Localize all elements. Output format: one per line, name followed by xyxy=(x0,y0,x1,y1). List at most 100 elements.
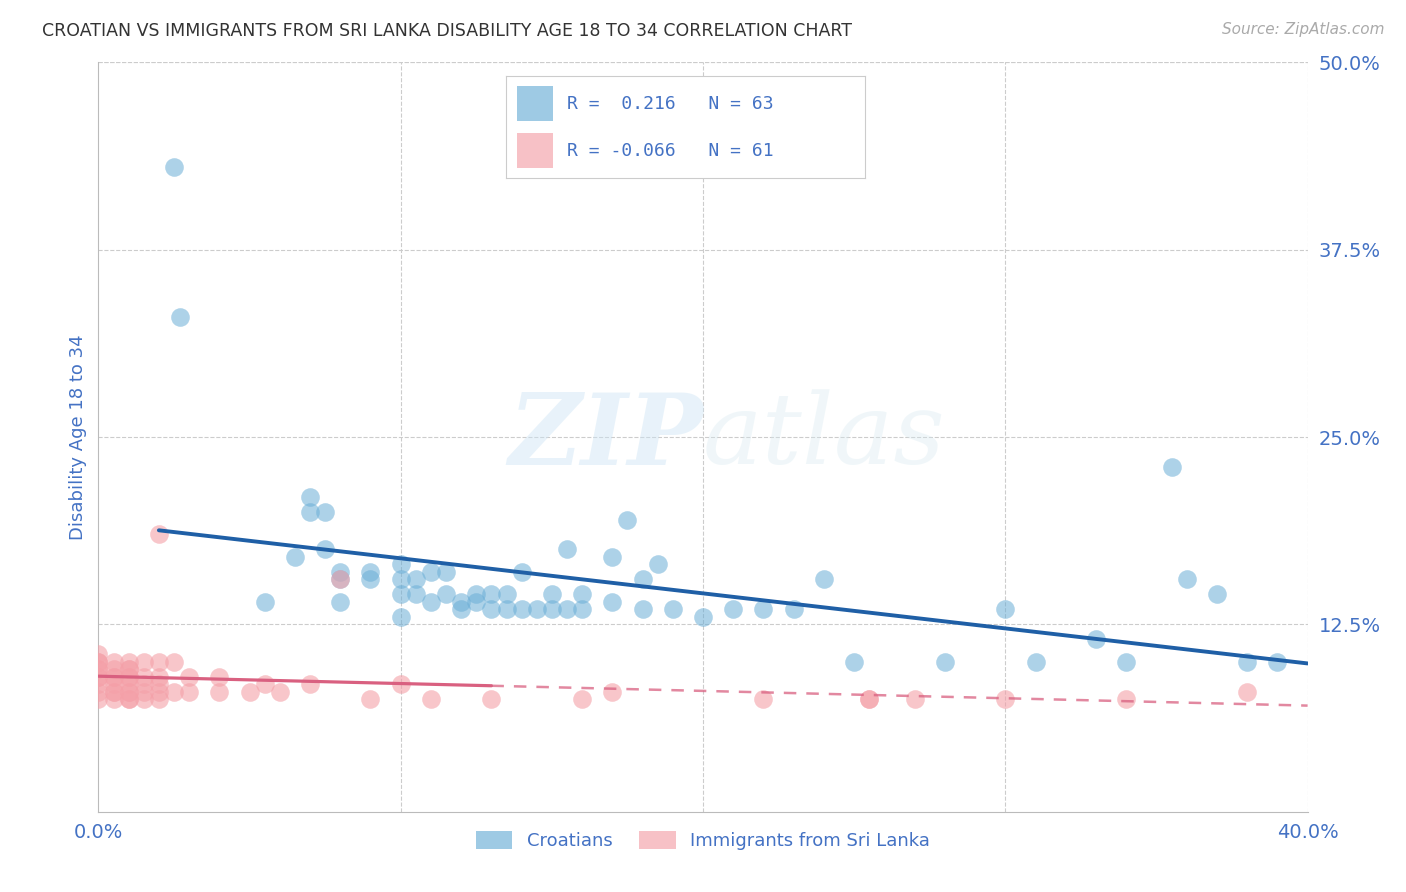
Point xyxy=(132,692,155,706)
Point xyxy=(844,655,866,669)
Point xyxy=(87,655,110,669)
Point xyxy=(465,595,488,609)
Point xyxy=(87,655,110,669)
Text: R =  0.216   N = 63: R = 0.216 N = 63 xyxy=(567,95,773,112)
Point xyxy=(571,587,593,601)
Point xyxy=(148,670,170,684)
Point xyxy=(299,490,322,504)
Point xyxy=(858,692,880,706)
Text: atlas: atlas xyxy=(703,390,946,484)
Point xyxy=(314,505,336,519)
Point xyxy=(329,565,352,579)
Point xyxy=(1115,655,1137,669)
Point xyxy=(994,692,1017,706)
Point xyxy=(434,587,457,601)
Y-axis label: Disability Age 18 to 34: Disability Age 18 to 34 xyxy=(69,334,87,540)
Point xyxy=(450,602,472,616)
Point xyxy=(148,527,170,541)
Point xyxy=(571,692,593,706)
Point xyxy=(1206,587,1229,601)
Point xyxy=(783,602,806,616)
Point xyxy=(179,670,201,684)
Point xyxy=(103,670,125,684)
Point xyxy=(571,602,593,616)
Point xyxy=(103,677,125,691)
Point xyxy=(389,610,412,624)
Point xyxy=(540,587,562,601)
Point xyxy=(1024,655,1046,669)
Legend: Croatians, Immigrants from Sri Lanka: Croatians, Immigrants from Sri Lanka xyxy=(467,822,939,859)
Point xyxy=(420,565,443,579)
Point xyxy=(602,549,624,564)
Bar xyxy=(517,133,553,168)
Point xyxy=(329,573,352,587)
Point xyxy=(465,587,488,601)
Point xyxy=(103,655,125,669)
Point xyxy=(148,692,170,706)
Point xyxy=(132,685,155,699)
Point xyxy=(389,677,412,691)
Point xyxy=(1115,692,1137,706)
Point xyxy=(602,595,624,609)
Point xyxy=(420,595,443,609)
Point xyxy=(420,692,443,706)
Text: R = -0.066   N = 61: R = -0.066 N = 61 xyxy=(567,142,773,160)
Point xyxy=(631,573,654,587)
Point xyxy=(118,692,141,706)
Point xyxy=(118,670,141,684)
Point xyxy=(555,542,578,557)
Point xyxy=(540,602,562,616)
Point xyxy=(179,685,201,699)
Point xyxy=(752,692,775,706)
Point xyxy=(118,662,141,676)
Point xyxy=(329,595,352,609)
Point xyxy=(692,610,714,624)
Point xyxy=(405,587,427,601)
Point xyxy=(253,595,276,609)
Point xyxy=(602,685,624,699)
Point xyxy=(208,670,231,684)
Point xyxy=(118,662,141,676)
Point xyxy=(495,587,517,601)
Point xyxy=(103,685,125,699)
Point xyxy=(208,685,231,699)
Point xyxy=(360,692,382,706)
Point xyxy=(148,655,170,669)
Point xyxy=(163,655,186,669)
Point xyxy=(118,655,141,669)
Point xyxy=(752,602,775,616)
Point xyxy=(450,595,472,609)
Point xyxy=(813,573,835,587)
Point xyxy=(1267,655,1289,669)
Point xyxy=(994,602,1017,616)
Point xyxy=(284,549,307,564)
Point xyxy=(1160,460,1182,475)
Point xyxy=(118,685,141,699)
Point xyxy=(389,558,412,572)
Point xyxy=(555,602,578,616)
Point xyxy=(169,310,191,325)
Point xyxy=(269,685,291,699)
Point xyxy=(1085,632,1108,647)
Point xyxy=(631,602,654,616)
Point xyxy=(118,685,141,699)
Text: Source: ZipAtlas.com: Source: ZipAtlas.com xyxy=(1222,22,1385,37)
Point xyxy=(329,573,352,587)
Point xyxy=(103,685,125,699)
Point xyxy=(481,692,503,706)
Point xyxy=(148,685,170,699)
Point xyxy=(103,662,125,676)
Point xyxy=(132,670,155,684)
Point xyxy=(1175,573,1198,587)
Point xyxy=(239,685,262,699)
Point xyxy=(723,602,745,616)
Point xyxy=(481,587,503,601)
Point xyxy=(118,670,141,684)
Point xyxy=(314,542,336,557)
Point xyxy=(299,677,322,691)
Text: ZIP: ZIP xyxy=(508,389,703,485)
Point xyxy=(510,602,533,616)
Point xyxy=(858,692,880,706)
Point xyxy=(103,692,125,706)
Point xyxy=(934,655,956,669)
